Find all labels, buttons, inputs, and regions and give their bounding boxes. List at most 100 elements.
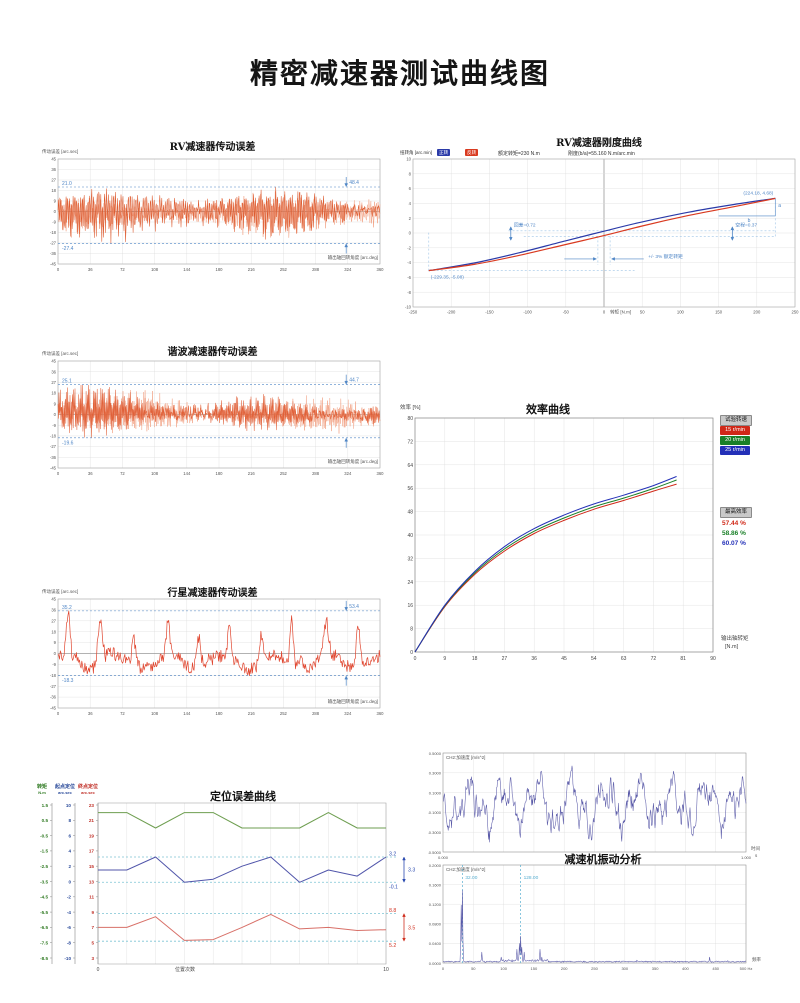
svg-text:-100: -100 (523, 310, 532, 315)
svg-text:23: 23 (89, 803, 95, 808)
svg-text:27: 27 (51, 178, 56, 183)
torque-axis-header: 转矩 N.m (27, 784, 57, 796)
svg-text:5: 5 (91, 941, 94, 946)
svg-text:0: 0 (442, 966, 445, 971)
svg-text:360: 360 (377, 267, 385, 272)
svg-text:-27.4: -27.4 (62, 246, 74, 252)
svg-text:b: b (748, 218, 751, 224)
svg-text:288: 288 (312, 267, 320, 272)
svg-text:10: 10 (66, 803, 72, 808)
rv-error-title: RV减速器传动误差 (169, 142, 256, 153)
svg-text:-0.1000: -0.1000 (428, 810, 442, 815)
svg-text:50: 50 (640, 310, 645, 315)
svg-text:250: 250 (792, 310, 800, 315)
svg-text:-18: -18 (50, 673, 57, 678)
svg-text:-8.5: -8.5 (40, 956, 48, 961)
svg-text:-18: -18 (50, 434, 57, 439)
svg-text:288: 288 (312, 711, 320, 716)
vibration-plots: 0.5000 0.3000 0.1000 -0.1000 -0.3000 -0.5000 C… (428, 751, 761, 971)
rv-stiffness-title: RV减速器刚度曲线 (556, 138, 642, 149)
svg-text:传动误差 [arc.sec]: 传动误差 [arc.sec] (42, 588, 78, 595)
rv-stiffness-plot: 10 8 6 4 2 0 -2 -4 -6 -8 -10-250 -200 -150 -100 -50 0 50… (405, 157, 800, 316)
svg-text:4: 4 (409, 201, 412, 206)
svg-text:0.1000: 0.1000 (429, 790, 442, 795)
svg-text:19: 19 (89, 833, 95, 838)
svg-text:-0.5000: -0.5000 (428, 850, 442, 855)
svg-text:空程=0.37: 空程=0.37 (735, 221, 757, 228)
svg-text:6: 6 (409, 186, 412, 191)
start-pos-axis-label: 起点定位 (54, 784, 75, 790)
svg-text:-6.5: -6.5 (40, 925, 48, 930)
svg-text:3.5: 3.5 (408, 925, 415, 931)
svg-text:-36: -36 (50, 251, 57, 256)
svg-text:36: 36 (51, 369, 56, 374)
svg-text:360: 360 (377, 471, 385, 476)
svg-text:27: 27 (51, 380, 56, 385)
svg-text:36: 36 (88, 471, 93, 476)
end-pos-axis-label: 终点定位 (77, 784, 98, 790)
svg-text:144: 144 (183, 471, 191, 476)
svg-text:8: 8 (409, 171, 412, 176)
svg-text:0.2000: 0.2000 (429, 863, 442, 868)
svg-text:16: 16 (407, 603, 413, 609)
svg-text:90: 90 (710, 656, 716, 662)
svg-text:0: 0 (54, 412, 57, 417)
start-pos-axis-header: 起点定位 arc.sec (50, 784, 80, 796)
svg-text:250: 250 (591, 966, 598, 971)
svg-text:0.5000: 0.5000 (429, 751, 442, 756)
svg-text:400: 400 (682, 966, 689, 971)
svg-text:18: 18 (472, 656, 478, 662)
svg-text:36: 36 (88, 711, 93, 716)
svg-text:-45: -45 (50, 706, 57, 711)
svg-text:72: 72 (120, 471, 125, 476)
svg-text:21: 21 (89, 818, 95, 823)
svg-text:时间: 时间 (751, 845, 760, 852)
svg-text:-5.5: -5.5 (40, 910, 48, 915)
svg-text:6: 6 (68, 833, 71, 838)
svg-text:40: 40 (407, 533, 413, 539)
stiffness-legend-forward: 正转 (437, 149, 451, 156)
svg-text:-8: -8 (407, 290, 411, 295)
svg-text:(-229.35, -5.08): (-229.35, -5.08) (431, 275, 464, 281)
svg-text:21.0: 21.0 (62, 181, 72, 187)
svg-text:36: 36 (531, 656, 537, 662)
svg-text:0.0400: 0.0400 (429, 941, 442, 946)
svg-text:36: 36 (88, 267, 93, 272)
svg-text:500 Hz: 500 Hz (740, 966, 753, 971)
svg-text:传动误差 [arc.sec]: 传动误差 [arc.sec] (42, 350, 78, 357)
svg-text:0.3000: 0.3000 (429, 771, 442, 776)
svg-text:-2: -2 (67, 895, 72, 900)
svg-text:324: 324 (344, 267, 352, 272)
svg-text:8: 8 (410, 627, 413, 633)
svg-text:-8: -8 (67, 941, 72, 946)
stiffness-ylabel: 扭转角 [arc.min] (400, 150, 433, 155)
svg-text:36: 36 (51, 608, 56, 613)
svg-text:45: 45 (51, 157, 56, 162)
svg-text:-27: -27 (50, 241, 57, 246)
svg-text:81: 81 (680, 656, 686, 662)
svg-text:44.7: 44.7 (349, 378, 359, 384)
svg-text:63: 63 (621, 656, 627, 662)
svg-text:输出轴转矩: 输出轴转矩 (721, 634, 749, 642)
start-pos-axis-unit: arc.sec (58, 790, 72, 795)
end-pos-axis-header: 终点定位 arc.sec (73, 784, 103, 796)
torque-axis-unit: N.m (38, 790, 46, 795)
svg-text:9: 9 (443, 656, 446, 662)
svg-text:-36: -36 (50, 455, 57, 460)
svg-text:输出轴回转角度 [arc.deg]: 输出轴回转角度 [arc.deg] (328, 698, 378, 705)
positioning-title: 定位误差曲线 (210, 790, 276, 803)
max-efficiency-title: 最高效率 (720, 507, 752, 518)
efficiency-plot: 0 8 16 24 32 40 48 56 64 72 80 0 9 18 27 36 45 54 63 72 81 90… (400, 403, 749, 662)
svg-text:72: 72 (407, 439, 413, 445)
svg-text:-2: -2 (407, 245, 411, 250)
svg-text:45: 45 (51, 359, 56, 364)
svg-text:108: 108 (151, 471, 159, 476)
max-eff-15: 57.44 % (722, 520, 746, 527)
svg-text:324: 324 (344, 711, 352, 716)
svg-text:200: 200 (753, 310, 761, 315)
svg-text:-6: -6 (407, 275, 411, 280)
svg-text:53.4: 53.4 (349, 604, 359, 610)
chart-positioning-error: 定位误差曲线 转矩 N.m 起点定位 arc.sec 终点定位 arc.sec … (15, 782, 440, 982)
test-speed-legend-title: 试验转速 (720, 415, 752, 426)
